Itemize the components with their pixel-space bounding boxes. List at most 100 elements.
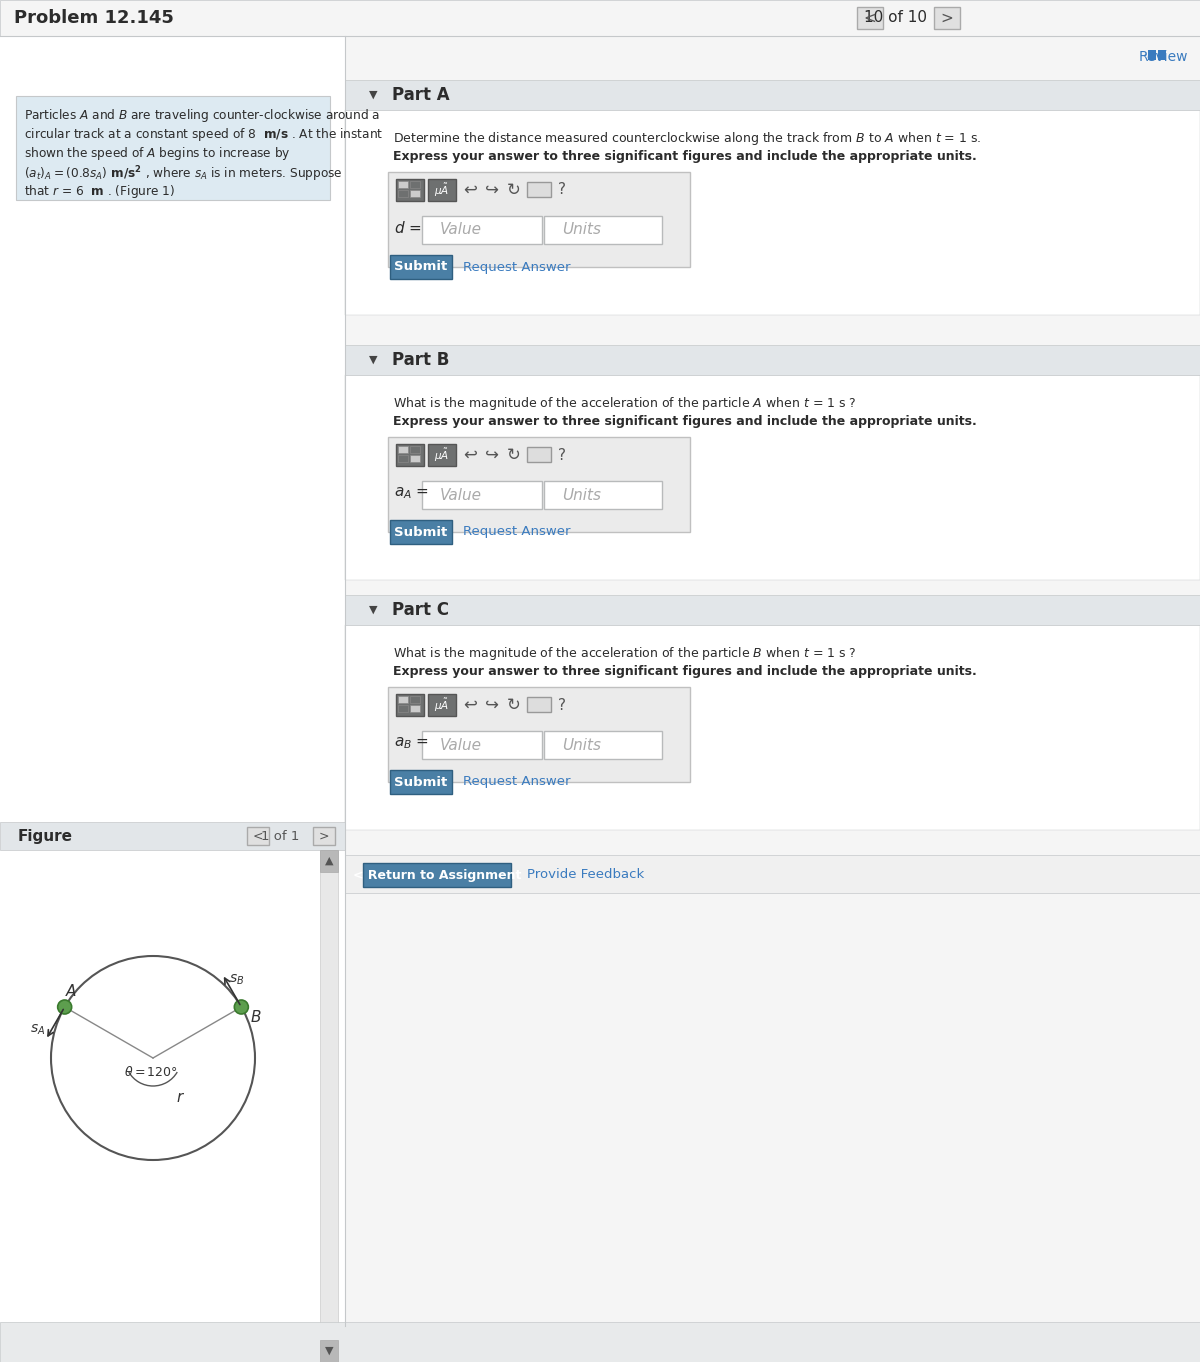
Text: $r$: $r$ xyxy=(176,1091,186,1106)
Text: ↪: ↪ xyxy=(485,445,499,464)
Text: Express your answer to three significant figures and include the appropriate uni: Express your answer to three significant… xyxy=(394,415,977,428)
Text: < Return to Assignment: < Return to Assignment xyxy=(353,869,521,881)
FancyBboxPatch shape xyxy=(544,481,662,509)
FancyBboxPatch shape xyxy=(346,345,1200,375)
Text: $\mu\tilde{A}$: $\mu\tilde{A}$ xyxy=(434,696,450,714)
Text: $\mu\tilde{A}$: $\mu\tilde{A}$ xyxy=(434,447,450,463)
FancyBboxPatch shape xyxy=(857,7,883,29)
Text: $s_A$: $s_A$ xyxy=(30,1023,46,1036)
Text: Request Answer: Request Answer xyxy=(463,775,570,789)
Text: Part B: Part B xyxy=(392,351,449,369)
Text: ↻: ↻ xyxy=(508,696,521,714)
Text: $\mu\tilde{A}$: $\mu\tilde{A}$ xyxy=(434,181,450,199)
Text: ↩: ↩ xyxy=(463,181,476,199)
FancyBboxPatch shape xyxy=(388,172,690,267)
Text: Express your answer to three significant figures and include the appropriate uni: Express your answer to three significant… xyxy=(394,665,977,678)
FancyBboxPatch shape xyxy=(428,178,456,202)
FancyBboxPatch shape xyxy=(390,770,452,794)
Text: Units: Units xyxy=(562,222,601,237)
Text: $\theta = 120°$: $\theta = 120°$ xyxy=(124,1065,178,1079)
Text: circular track at a constant speed of 8  $\mathbf{m/s}$ . At the instant: circular track at a constant speed of 8 … xyxy=(24,127,383,143)
FancyBboxPatch shape xyxy=(346,80,1200,110)
Text: ▼: ▼ xyxy=(368,355,377,365)
Text: that $r$ = 6  $\mathbf{m}$ . (Figure 1): that $r$ = 6 $\mathbf{m}$ . (Figure 1) xyxy=(24,183,175,200)
FancyBboxPatch shape xyxy=(398,191,408,197)
Text: <: < xyxy=(253,829,263,843)
FancyBboxPatch shape xyxy=(0,850,346,1362)
Text: Submit: Submit xyxy=(395,260,448,274)
Text: $a_A$ =: $a_A$ = xyxy=(394,485,430,501)
Text: ?: ? xyxy=(558,448,566,463)
FancyBboxPatch shape xyxy=(390,520,452,543)
Text: $d$ =: $d$ = xyxy=(394,221,421,236)
Text: What is the magnitude of the acceleration of the particle $\mathit{B}$ when $t$ : What is the magnitude of the acceleratio… xyxy=(394,646,857,662)
Text: ?: ? xyxy=(558,183,566,197)
FancyBboxPatch shape xyxy=(0,0,1200,35)
Text: 1 of 1: 1 of 1 xyxy=(260,829,299,843)
FancyBboxPatch shape xyxy=(398,445,408,454)
FancyBboxPatch shape xyxy=(0,823,346,850)
FancyBboxPatch shape xyxy=(390,255,452,279)
Text: Determine the distance measured counterclockwise along the track from $\mathit{B: Determine the distance measured counterc… xyxy=(394,129,982,147)
Text: ▼: ▼ xyxy=(368,90,377,99)
Circle shape xyxy=(234,1000,248,1013)
Text: Submit: Submit xyxy=(395,526,448,538)
FancyBboxPatch shape xyxy=(398,696,408,703)
Text: Part A: Part A xyxy=(392,86,450,104)
FancyBboxPatch shape xyxy=(410,455,420,462)
Text: ↻: ↻ xyxy=(508,181,521,199)
FancyBboxPatch shape xyxy=(1148,50,1156,60)
FancyBboxPatch shape xyxy=(422,481,542,509)
Text: ▼: ▼ xyxy=(325,1346,334,1357)
FancyBboxPatch shape xyxy=(346,375,1200,580)
Text: Units: Units xyxy=(562,737,601,752)
FancyBboxPatch shape xyxy=(544,731,662,759)
FancyBboxPatch shape xyxy=(247,827,269,844)
Text: Value: Value xyxy=(440,737,482,752)
Text: What is the magnitude of the acceleration of the particle $\mathit{A}$ when $t$ : What is the magnitude of the acceleratio… xyxy=(394,395,857,411)
Text: Request Answer: Request Answer xyxy=(463,260,570,274)
FancyBboxPatch shape xyxy=(410,181,420,188)
Text: Units: Units xyxy=(562,488,601,503)
Text: Part C: Part C xyxy=(392,601,449,618)
FancyBboxPatch shape xyxy=(398,706,408,712)
Text: <: < xyxy=(864,11,876,26)
Text: shown the speed of $\mathit{A}$ begins to increase by: shown the speed of $\mathit{A}$ begins t… xyxy=(24,144,290,162)
FancyBboxPatch shape xyxy=(16,95,330,200)
Text: 10 of 10: 10 of 10 xyxy=(864,11,926,26)
Text: ↻: ↻ xyxy=(508,445,521,464)
Text: $B$: $B$ xyxy=(250,1009,262,1026)
FancyBboxPatch shape xyxy=(320,850,338,872)
FancyBboxPatch shape xyxy=(410,445,420,454)
Text: ▼: ▼ xyxy=(368,605,377,616)
Text: Request Answer: Request Answer xyxy=(463,526,570,538)
FancyBboxPatch shape xyxy=(346,595,1200,625)
Text: ↪: ↪ xyxy=(485,696,499,714)
Text: $(a_t)_A = (0.8s_A)\ \mathbf{m/s^2}$ , where $s_A$ is in meters. Suppose: $(a_t)_A = (0.8s_A)\ \mathbf{m/s^2}$ , w… xyxy=(24,163,343,184)
FancyBboxPatch shape xyxy=(388,686,690,782)
FancyBboxPatch shape xyxy=(410,706,420,712)
Text: ?: ? xyxy=(558,697,566,712)
Text: $a_B$ =: $a_B$ = xyxy=(394,735,430,750)
FancyBboxPatch shape xyxy=(527,697,551,712)
FancyBboxPatch shape xyxy=(428,695,456,716)
FancyBboxPatch shape xyxy=(396,695,424,716)
Text: Submit: Submit xyxy=(395,775,448,789)
FancyBboxPatch shape xyxy=(396,444,424,466)
Text: Particles $\mathit{A}$ and $\mathit{B}$ are traveling counter-clockwise around a: Particles $\mathit{A}$ and $\mathit{B}$ … xyxy=(24,108,380,124)
FancyBboxPatch shape xyxy=(422,217,542,244)
FancyBboxPatch shape xyxy=(396,178,424,202)
Text: ▲: ▲ xyxy=(325,855,334,866)
FancyBboxPatch shape xyxy=(398,455,408,462)
FancyBboxPatch shape xyxy=(0,1323,1200,1362)
FancyBboxPatch shape xyxy=(934,7,960,29)
Text: $s_B$: $s_B$ xyxy=(229,972,244,987)
Text: ↩: ↩ xyxy=(463,445,476,464)
FancyBboxPatch shape xyxy=(422,731,542,759)
Text: Value: Value xyxy=(440,222,482,237)
FancyBboxPatch shape xyxy=(0,35,346,1362)
FancyBboxPatch shape xyxy=(388,437,690,533)
Text: >: > xyxy=(319,829,329,843)
FancyBboxPatch shape xyxy=(398,181,408,188)
Text: Review: Review xyxy=(1139,50,1188,64)
